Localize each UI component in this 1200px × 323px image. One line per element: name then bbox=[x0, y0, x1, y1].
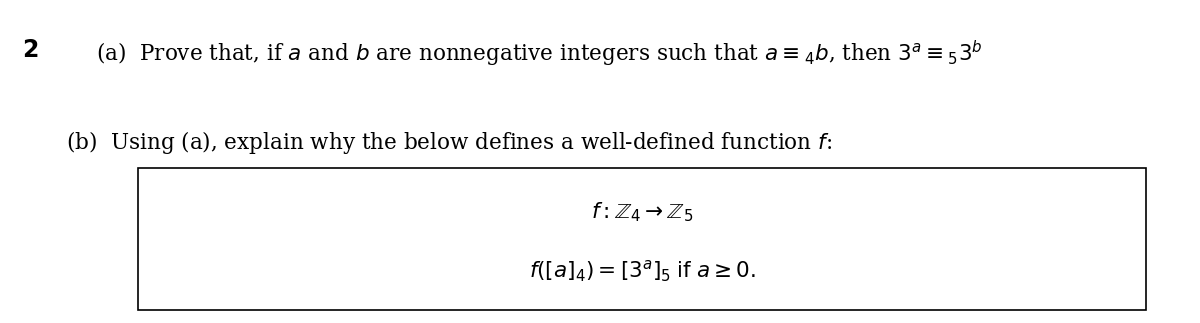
Text: $f([a]_4) = [3^a]_5 \; \mathrm{if} \; a \geq 0.$: $f([a]_4) = [3^a]_5 \; \mathrm{if} \; a … bbox=[528, 258, 756, 284]
Text: $f : \mathbb{Z}_4 \rightarrow \mathbb{Z}_5$: $f : \mathbb{Z}_4 \rightarrow \mathbb{Z}… bbox=[590, 200, 694, 224]
Text: $\bf{2}$: $\bf{2}$ bbox=[22, 39, 38, 62]
Text: (b)  Using (a), explain why the below defines a well-defined function $f$:: (b) Using (a), explain why the below def… bbox=[66, 129, 832, 156]
Bar bbox=[138, 168, 1146, 310]
Text: (a)  Prove that, if $a$ and $b$ are nonnegative integers such that $a \equiv_4 b: (a) Prove that, if $a$ and $b$ are nonne… bbox=[96, 39, 983, 69]
